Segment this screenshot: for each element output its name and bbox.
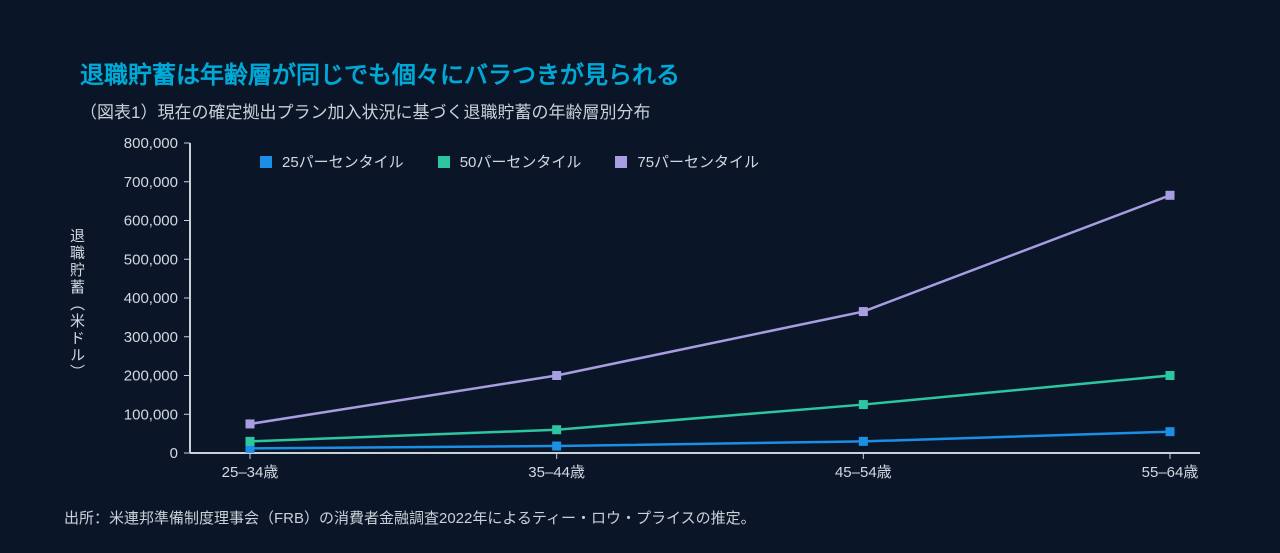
y-tick-label: 500,000 <box>124 251 178 268</box>
y-tick-label: 0 <box>170 445 178 462</box>
series-line <box>250 376 1170 442</box>
x-tick-label: 25–34歳 <box>222 464 279 481</box>
y-tick-label: 400,000 <box>124 290 178 307</box>
series-marker <box>552 371 561 380</box>
legend-item: 50パーセンタイル <box>438 151 582 172</box>
x-tick-label: 35–44歳 <box>528 464 585 481</box>
series-marker <box>246 419 255 428</box>
chart-source: 出所：米連邦準備制度理事会（FRB）の消費者金融調査2022年によるティー・ロウ… <box>64 507 1220 528</box>
y-axis-title: 退職貯蓄（米ドル） <box>66 228 87 381</box>
y-tick-label: 700,000 <box>124 174 178 191</box>
chart-legend: 25パーセンタイル 50パーセンタイル 75パーセンタイル <box>260 151 759 172</box>
legend-label: 25パーセンタイル <box>282 151 404 172</box>
legend-label: 50パーセンタイル <box>460 151 582 172</box>
series-marker <box>552 425 561 434</box>
y-tick-label: 100,000 <box>124 406 178 423</box>
chart-title: 退職貯蓄は年齢層が同じでも個々にバラつきが見られる <box>80 55 1220 90</box>
series-marker <box>1166 427 1175 436</box>
y-tick-label: 300,000 <box>124 329 178 346</box>
legend-item: 75パーセンタイル <box>615 151 759 172</box>
x-tick-label: 55–64歳 <box>1142 464 1199 481</box>
series-marker <box>1166 371 1175 380</box>
chart-area: 退職貯蓄（米ドル） 25パーセンタイル 50パーセンタイル 75パーセンタイル … <box>60 133 1220 493</box>
chart-container: 退職貯蓄は年齢層が同じでも個々にバラつきが見られる （図表1）現在の確定拠出プラ… <box>0 0 1280 553</box>
x-tick-label: 45–54歳 <box>835 464 892 481</box>
y-tick-label: 200,000 <box>124 368 178 385</box>
series-marker <box>552 442 561 451</box>
y-tick-label: 600,000 <box>124 213 178 230</box>
series-marker <box>859 400 868 409</box>
legend-swatch <box>438 156 450 168</box>
legend-item: 25パーセンタイル <box>260 151 404 172</box>
series-marker <box>1166 191 1175 200</box>
legend-label: 75パーセンタイル <box>637 151 759 172</box>
legend-swatch <box>615 156 627 168</box>
y-tick-label: 800,000 <box>124 135 178 152</box>
chart-subtitle: （図表1）現在の確定拠出プラン加入状況に基づく退職貯蓄の年齢層別分布 <box>80 98 1220 123</box>
series-marker <box>246 437 255 446</box>
series-line <box>250 432 1170 449</box>
series-marker <box>859 437 868 446</box>
legend-swatch <box>260 156 272 168</box>
chart-svg: 0 100,000 200,000 300,000 400,000 500,000 600,… <box>60 133 1220 493</box>
series-marker <box>859 307 868 316</box>
